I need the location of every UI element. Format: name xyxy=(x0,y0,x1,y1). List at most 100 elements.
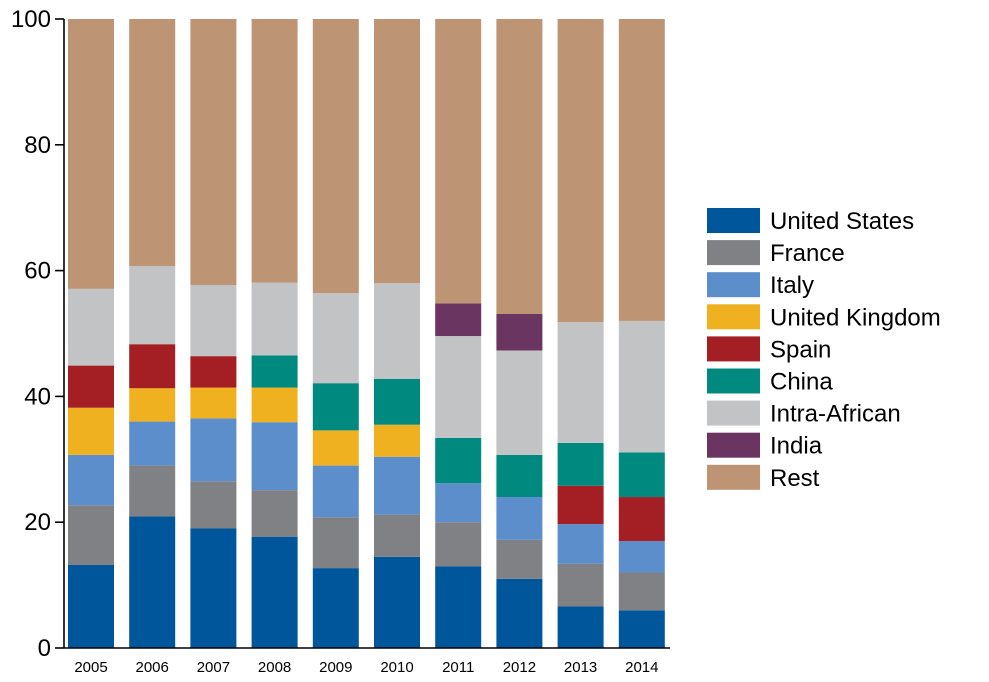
bar-2010-france xyxy=(374,514,420,557)
bar-2014-united-states xyxy=(618,610,665,648)
bar-2007-united-states xyxy=(190,528,237,648)
legend-label-italy: Italy xyxy=(770,272,814,299)
y-tick-label: 60 xyxy=(24,258,51,285)
bar-2007-united-kingdom xyxy=(190,387,237,419)
legend-label-intra-african: Intra-African xyxy=(770,401,901,428)
bar-2005-france xyxy=(68,505,114,565)
x-tick-label: 2014 xyxy=(625,659,658,676)
bar-2008-italy xyxy=(251,422,298,491)
bar-2013-spain xyxy=(557,485,604,525)
bar-2005-italy xyxy=(68,454,114,506)
legend-swatch-france xyxy=(707,240,760,266)
bar-2009-united-kingdom xyxy=(312,430,359,466)
x-tick-labels: 2005 2006 2007 2008 2009 2010 2011 2012 2013 2014 xyxy=(74,659,658,676)
bar-2005-united-states xyxy=(68,564,114,648)
legend-label-china: China xyxy=(770,369,833,396)
bar-2006-spain xyxy=(129,344,176,389)
legend-label-france: France xyxy=(770,240,845,267)
bar-2014-rest xyxy=(618,19,665,321)
bar-2011-china xyxy=(435,437,482,484)
legend-label-india: India xyxy=(770,433,823,460)
bar-2011-intra-african xyxy=(435,336,482,438)
x-tick-label: 2011 xyxy=(442,659,474,676)
bar-2005-spain xyxy=(68,365,114,408)
y-tick-label: 0 xyxy=(38,635,51,662)
bar-2007-italy xyxy=(190,418,237,482)
bar-2013-rest xyxy=(557,19,604,323)
legend-swatch-spain xyxy=(707,336,760,362)
bar-2008-united-kingdom xyxy=(251,387,298,423)
bar-2014-spain xyxy=(618,497,665,542)
bar-2010-united-kingdom xyxy=(374,424,420,457)
legend-label-united-states: United States xyxy=(770,208,914,235)
x-tick-label: 2005 xyxy=(74,659,107,676)
bar-2011-india xyxy=(435,303,482,337)
bar-2010-intra-african xyxy=(374,283,420,379)
y-tick-label: 20 xyxy=(24,509,51,536)
bar-2005-rest xyxy=(68,19,114,289)
bar-2008-china xyxy=(251,355,298,388)
legend-label-united-kingdom: United Kingdom xyxy=(770,304,941,331)
legend-swatch-united-kingdom xyxy=(707,304,760,330)
x-tick-label: 2010 xyxy=(380,659,413,676)
axes-layer xyxy=(63,19,670,649)
legend-swatch-rest xyxy=(707,464,760,490)
bar-2009-intra-african xyxy=(312,293,359,384)
bar-2014-china xyxy=(618,452,665,498)
y-tick-label: 40 xyxy=(24,383,51,410)
bar-2008-france xyxy=(251,490,298,537)
bar-2012-rest xyxy=(496,19,543,314)
bar-2014-france xyxy=(618,572,665,611)
bar-2009-italy xyxy=(312,465,359,518)
bar-2012-italy xyxy=(496,497,543,540)
legend-swatch-intra-african xyxy=(707,400,760,426)
bar-2010-china xyxy=(374,378,420,425)
bar-2005-intra-african xyxy=(68,288,114,366)
legend: United States France Italy United Kingdom Sp… xyxy=(707,208,941,492)
x-tick-label: 2012 xyxy=(503,659,536,676)
bar-2013-france xyxy=(557,563,604,607)
bar-2012-intra-african xyxy=(496,350,543,455)
bar-2008-intra-african xyxy=(251,282,298,356)
legend-swatch-united-states xyxy=(707,208,760,233)
bar-2011-united-states xyxy=(435,566,482,648)
bar-2013-china xyxy=(557,442,604,486)
bar-2013-united-states xyxy=(557,606,604,648)
x-tick-label: 2013 xyxy=(564,659,597,676)
legend-label-spain: Spain xyxy=(770,336,831,363)
bar-2006-rest xyxy=(129,19,176,267)
bar-2006-united-states xyxy=(129,516,176,648)
bar-2006-united-kingdom xyxy=(129,388,176,422)
bar-2012-china xyxy=(496,454,543,498)
bar-2006-france xyxy=(129,465,176,517)
bar-2012-india xyxy=(496,314,543,351)
y-ticks: 0 20 40 60 80 100 xyxy=(11,6,64,662)
x-tick-label: 2007 xyxy=(197,659,230,676)
bar-2010-italy xyxy=(374,456,420,515)
bar-2012-france xyxy=(496,539,543,579)
y-tick-label: 100 xyxy=(11,6,51,33)
bar-2009-rest xyxy=(312,19,359,294)
legend-label-rest: Rest xyxy=(770,465,820,492)
bars-layer xyxy=(68,19,665,648)
legend-swatch-india xyxy=(707,432,760,458)
bar-2012-united-states xyxy=(496,578,543,648)
bar-2008-rest xyxy=(251,19,298,283)
bar-2007-intra-african xyxy=(190,285,237,357)
bar-2006-intra-african xyxy=(129,266,176,345)
y-tick-label: 80 xyxy=(24,132,51,159)
bar-2005-united-kingdom xyxy=(68,407,114,455)
legend-swatch-china xyxy=(707,368,760,394)
legend-swatch-italy xyxy=(707,272,760,298)
bar-2010-rest xyxy=(374,19,420,284)
bar-2013-intra-african xyxy=(557,322,604,443)
bar-2006-italy xyxy=(129,421,176,466)
bar-2011-italy xyxy=(435,483,482,523)
x-tick-label: 2009 xyxy=(319,659,352,676)
bar-2013-italy xyxy=(557,524,604,564)
bar-2007-france xyxy=(190,481,237,529)
bar-2008-united-states xyxy=(251,536,298,648)
bar-2011-rest xyxy=(435,19,482,304)
